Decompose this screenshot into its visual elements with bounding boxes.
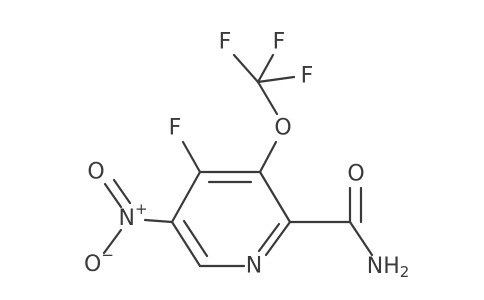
atom-label: O bbox=[347, 162, 364, 187]
atom-label: F bbox=[169, 116, 182, 141]
bond bbox=[170, 170, 202, 224]
atom-label: F bbox=[273, 30, 286, 55]
bond bbox=[103, 182, 123, 209]
bond bbox=[170, 220, 202, 268]
charge: − bbox=[101, 246, 114, 264]
bond bbox=[258, 140, 278, 174]
bond bbox=[256, 75, 296, 84]
atom-symbol: H bbox=[383, 254, 400, 279]
bond bbox=[182, 219, 209, 258]
charge: + bbox=[135, 200, 148, 218]
bond bbox=[102, 228, 123, 255]
bond bbox=[257, 222, 281, 253]
atom-label: O bbox=[87, 160, 104, 185]
atom-label: F bbox=[301, 64, 314, 89]
bond bbox=[264, 220, 292, 257]
bond bbox=[232, 53, 260, 84]
bond bbox=[258, 170, 292, 224]
atom-symbol: O bbox=[84, 252, 101, 277]
atom-label: F bbox=[219, 30, 232, 55]
bond bbox=[143, 218, 174, 224]
bonds bbox=[102, 53, 374, 268]
atom-label: NH2 bbox=[367, 254, 410, 282]
atom-label: O− bbox=[84, 246, 114, 277]
bond bbox=[181, 140, 202, 174]
bond bbox=[348, 220, 374, 257]
subscript: 2 bbox=[400, 263, 410, 281]
atom-label: O bbox=[274, 116, 291, 141]
atom-symbol: N bbox=[118, 206, 134, 231]
atom-symbol: N bbox=[367, 254, 383, 279]
bond bbox=[256, 80, 279, 116]
bond bbox=[256, 53, 275, 84]
atom-label: N+ bbox=[118, 200, 147, 231]
atom-label: N bbox=[246, 254, 262, 279]
bond bbox=[112, 178, 132, 205]
atom-labels: F O F F F O NH2 N N+ O O− bbox=[84, 30, 409, 282]
